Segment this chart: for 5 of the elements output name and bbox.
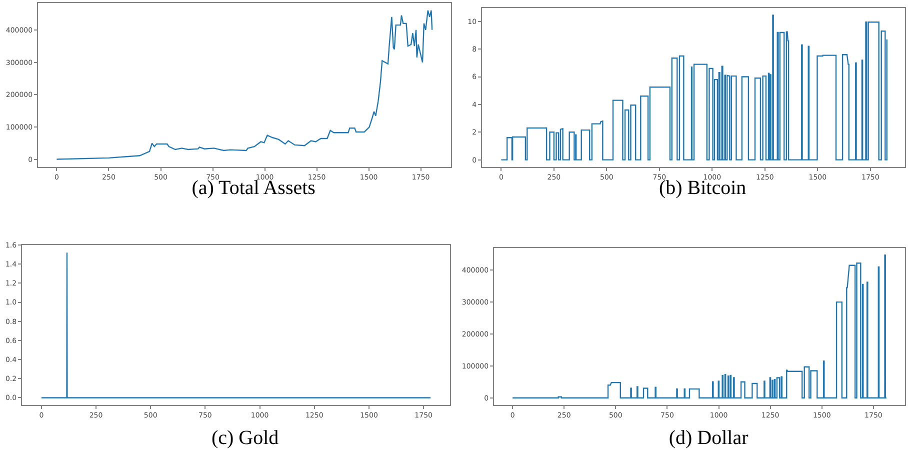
- line-series: [512, 254, 888, 398]
- text: (d) Dollar: [668, 426, 749, 449]
- text: (c) Gold: [211, 426, 279, 449]
- line-series: [56, 10, 433, 160]
- line-series: [500, 14, 888, 160]
